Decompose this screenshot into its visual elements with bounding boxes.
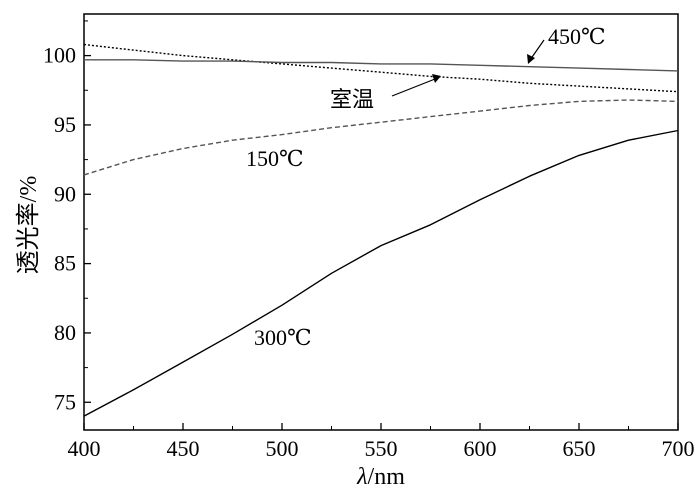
annotation-150c: 150℃: [246, 146, 304, 171]
y-tick-label: 75: [54, 389, 76, 414]
series-line-t450: [84, 59, 679, 72]
x-axis-title-unit: /nm: [368, 464, 406, 490]
x-tick-label: 550: [365, 436, 398, 461]
x-tick-label: 400: [68, 436, 101, 461]
series-line-t300: [83, 129, 679, 417]
x-tick-label: 450: [167, 436, 200, 461]
x-tick-label: 600: [464, 436, 497, 461]
annotation-300c: 300℃: [254, 325, 312, 350]
x-tick-label: 700: [662, 436, 695, 461]
arrow-room-temp: [391, 74, 441, 97]
annotation-450c: 450℃: [548, 24, 606, 49]
series-line-t150: [83, 99, 679, 176]
arrow-450c: [527, 39, 545, 64]
series-line-room: [83, 43, 679, 93]
y-tick-label: 80: [54, 320, 76, 345]
y-tick-label: 95: [54, 112, 76, 137]
x-tick-label: 500: [266, 436, 299, 461]
x-axis-title: λ/nm: [356, 464, 405, 490]
x-axis-title-symbol: λ: [356, 464, 367, 490]
y-tick-label: 100: [43, 43, 76, 68]
y-axis-ticks: 75 80 85 90 95 100: [43, 20, 91, 414]
y-tick-label: 90: [54, 181, 76, 206]
series-layer: [83, 43, 679, 417]
annotation-room-temp: 室温: [330, 87, 374, 112]
x-axis-ticks: 400 450 500 550 600 650 700: [68, 423, 695, 461]
y-axis-title: 透光率/%: [15, 176, 42, 275]
y-tick-label: 85: [54, 251, 76, 276]
x-tick-label: 650: [563, 436, 596, 461]
